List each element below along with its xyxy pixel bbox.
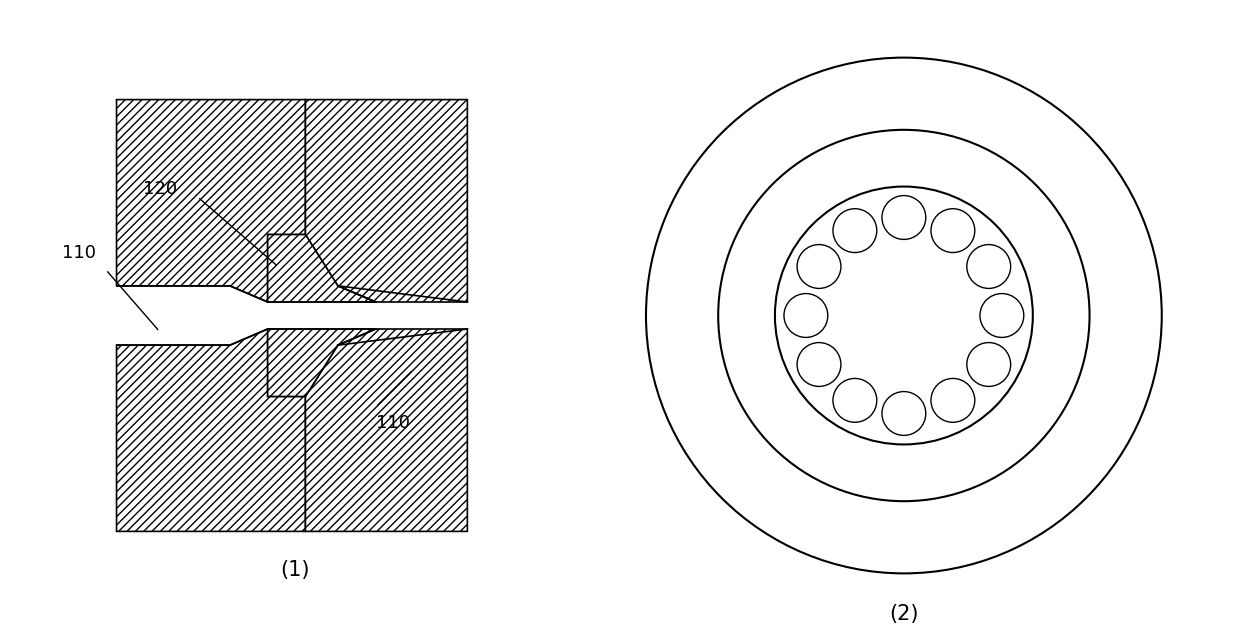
Polygon shape xyxy=(116,100,306,302)
Text: 110: 110 xyxy=(62,244,95,262)
Polygon shape xyxy=(268,329,375,396)
Text: (2): (2) xyxy=(890,604,918,624)
Polygon shape xyxy=(306,329,467,531)
Text: (1): (1) xyxy=(280,560,310,580)
Polygon shape xyxy=(116,329,306,531)
Polygon shape xyxy=(306,100,467,302)
Text: 110: 110 xyxy=(375,415,410,432)
Polygon shape xyxy=(268,235,375,302)
Text: 120: 120 xyxy=(142,180,177,198)
